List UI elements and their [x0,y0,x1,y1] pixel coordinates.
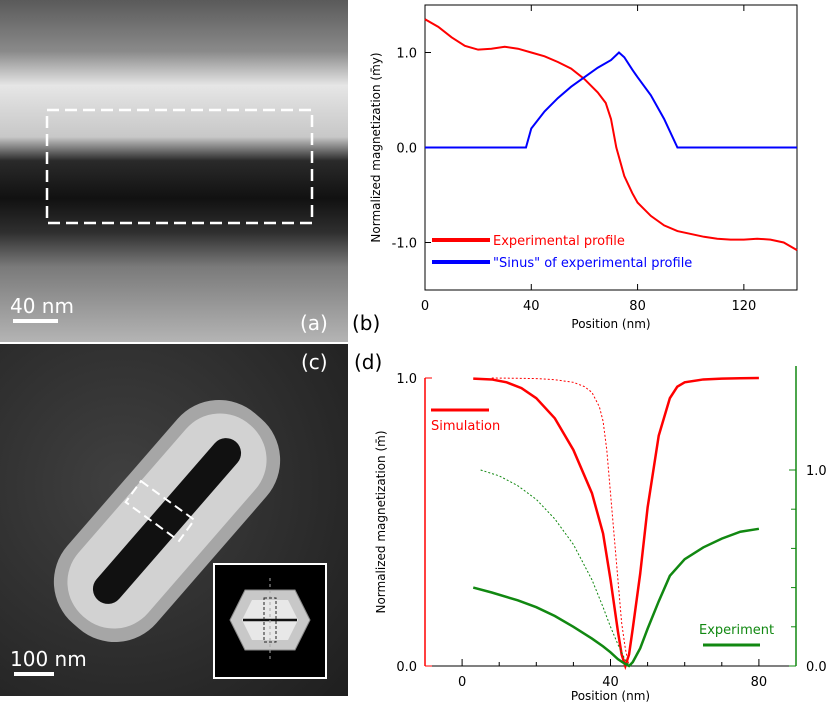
panel-a: 40 nm (a) [0,0,348,342]
panel-a-selection-box [45,108,314,225]
panel-b-series-line [424,18,798,251]
panel-c-scale-bar [14,672,54,676]
panel-b-label: (b) [352,311,380,335]
panel-d-ytick-label: 1.0 [396,372,417,387]
panel-c-selection-box [124,479,196,543]
panel-d-series-line [491,377,630,667]
panel-d-y2tick-label: 1.0 [806,464,827,479]
panel-d-series-line [480,469,630,667]
panel-c: 100 nm (c) [0,344,348,696]
panel-a-scale-label: 40 nm [10,294,74,318]
panel-d-legend-label-simulation: Simulation [431,419,500,434]
panel-b-xtick-label: 120 [731,299,756,314]
panel-a-label: (a) [300,311,328,335]
panel-c-inset [213,563,327,679]
panel-c-ring [53,399,281,643]
panel-d-chart: 0 40 80 0.0 1.0 0.0 1.0 Position (nm) Normalized… [374,366,827,703]
panel-b-ylabel: Normalized magnetization (m̄y) [369,52,383,242]
panel-c-scale-label: 100 nm [10,647,87,671]
panel-d-label: (d) [354,350,382,374]
panel-c-label: (c) [301,350,328,374]
panel-d-y2tick-label: 0.0 [806,660,827,675]
panel-b-ytick-label: 0.0 [396,142,417,157]
panel-b-legend-label: Experimental profile [493,234,625,249]
panel-d-series-line [473,376,759,671]
panel-b-ytick-label: -1.0 [392,237,417,252]
panel-d-xtick-label: 0 [458,675,466,690]
panel-b-chart: 0 40 80 120 1.0 0.0 -1.0 Position (nm) Normalize… [369,4,798,331]
panel-b-ytick-label: 1.0 [396,47,417,62]
panel-a-image [0,0,348,342]
panel-d-ytick-label: 0.0 [396,660,417,675]
panel-b-xtick-label: 40 [523,299,540,314]
panel-d-ylabel: Normalized magnetization (m̄) [374,430,388,613]
panel-b-legend-label: "Sinus" of experimental profile [493,256,692,271]
panel-d-legend-label-experiment: Experiment [699,623,774,638]
panel-d-xlabel: Position (nm) [571,689,650,703]
panel-a-scale-bar [13,319,58,323]
panel-b-xtick-label: 80 [629,299,646,314]
panel-d-xtick-label: 80 [751,675,768,690]
panel-b-xtick-label: 0 [421,299,429,314]
panel-d-xtick-label: 40 [602,675,619,690]
panel-b-xlabel: Position (nm) [571,317,650,331]
panel-b-series-line [425,51,797,149]
panel-d-series-line [472,527,760,668]
